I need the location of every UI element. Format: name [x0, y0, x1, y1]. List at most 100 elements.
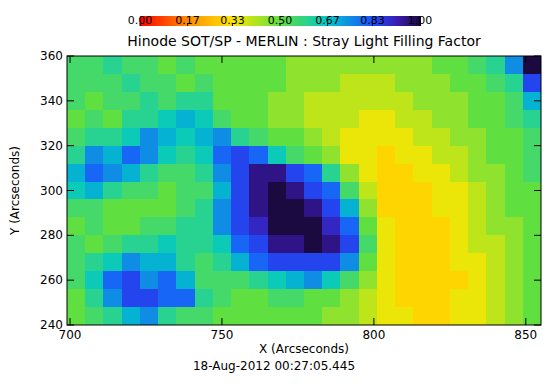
heatmap-cell [268, 235, 287, 254]
heatmap-cell [103, 289, 122, 308]
heatmap-cell [486, 146, 505, 165]
heatmap-cell [213, 110, 232, 129]
heatmap-cell [268, 199, 287, 218]
heatmap-cell [340, 289, 359, 308]
heatmap-cell [286, 146, 305, 165]
heatmap-cell [231, 199, 250, 218]
heatmap-cell [158, 199, 177, 218]
heatmap-cell [195, 307, 214, 325]
heatmap-cell [486, 271, 505, 290]
heatmap-cell [140, 199, 159, 218]
heatmap-cell [322, 217, 341, 236]
heatmap-cell [231, 128, 250, 147]
heatmap-cell [176, 56, 195, 75]
heatmap-cell [304, 307, 323, 325]
heatmap-cell [140, 110, 159, 129]
heatmap-cell [359, 271, 378, 290]
heatmap-cell [322, 199, 341, 218]
y-tick-label: 320 [40, 139, 63, 153]
heatmap-cell [249, 307, 268, 325]
heatmap-cell [304, 271, 323, 290]
heatmap-cell [359, 56, 378, 75]
heatmap-cell [158, 74, 177, 93]
heatmap-cell [195, 146, 214, 165]
heatmap-cell [377, 164, 396, 183]
heatmap-cell [286, 128, 305, 147]
heatmap-cell [195, 92, 214, 111]
heatmap-cell [432, 307, 451, 325]
heatmap-cell [322, 253, 341, 272]
heatmap-cell [213, 128, 232, 147]
heatmap-cell [249, 74, 268, 93]
timestamp: 18-Aug-2012 00:27:05.445 [193, 359, 355, 373]
heatmap-cell [505, 128, 524, 147]
heatmap-cell [505, 56, 524, 75]
heatmap-cell [213, 199, 232, 218]
heatmap-cell [249, 289, 268, 308]
heatmap-cell [395, 92, 414, 111]
heatmap-cell [468, 92, 487, 111]
heatmap-cell [432, 182, 451, 201]
heatmap-cell [413, 271, 432, 290]
heatmap-cell [304, 253, 323, 272]
y-tick [67, 190, 74, 191]
heatmap-cell [286, 235, 305, 254]
heatmap-cell [413, 182, 432, 201]
y-tick-label: 240 [40, 318, 63, 332]
x-tick [525, 56, 526, 63]
heatmap-cell [176, 253, 195, 272]
heatmap-cell [286, 289, 305, 308]
heatmap-cell [395, 146, 414, 165]
heatmap-cell [122, 199, 141, 218]
heatmap-cell [304, 199, 323, 218]
heatmap-cell [158, 307, 177, 325]
heatmap-cell [231, 271, 250, 290]
colorbar-tick-label: 1.00 [408, 14, 433, 27]
y-tick [534, 280, 541, 281]
heatmap-cell [505, 92, 524, 111]
heatmap-cell [395, 74, 414, 93]
heatmap-cell [231, 92, 250, 111]
y-tick [67, 235, 74, 236]
heatmap-cell [523, 307, 541, 325]
heatmap-cell [523, 235, 541, 254]
heatmap-cell [122, 182, 141, 201]
heatmap-cell [340, 217, 359, 236]
heatmap-cell [176, 164, 195, 183]
heatmap-cell [505, 235, 524, 254]
heatmap-cell [140, 74, 159, 93]
heatmap-cell [158, 128, 177, 147]
heatmap-cell [450, 199, 469, 218]
y-tick-label: 260 [40, 273, 63, 287]
heatmap-cell [103, 235, 122, 254]
y-tick [534, 325, 541, 326]
heatmap-cell [286, 182, 305, 201]
heatmap-cell [85, 271, 104, 290]
heatmap-cell [286, 253, 305, 272]
heatmap-cell [322, 146, 341, 165]
heatmap-cell [486, 253, 505, 272]
heatmap-cell [140, 164, 159, 183]
heatmap-cell [249, 217, 268, 236]
heatmap-cell [359, 164, 378, 183]
heatmap-cell [468, 253, 487, 272]
heatmap-cell [85, 235, 104, 254]
heatmap-cell [195, 56, 214, 75]
heatmap-cell [304, 235, 323, 254]
heatmap-cell [432, 56, 451, 75]
heatmap-cell [286, 307, 305, 325]
heatmap-cell [268, 146, 287, 165]
heatmap-cell [158, 253, 177, 272]
heatmap-cell [268, 182, 287, 201]
heatmap-cell [140, 146, 159, 165]
heatmap-cell [176, 92, 195, 111]
heatmap-cell [523, 289, 541, 308]
heatmap-cell [486, 182, 505, 201]
heatmap-cell [249, 199, 268, 218]
heatmap-cell [122, 146, 141, 165]
heatmap-cell [377, 235, 396, 254]
heatmap-cell [486, 110, 505, 129]
heatmap-cell [486, 307, 505, 325]
heatmap-cell [268, 74, 287, 93]
heatmap-cell [413, 307, 432, 325]
